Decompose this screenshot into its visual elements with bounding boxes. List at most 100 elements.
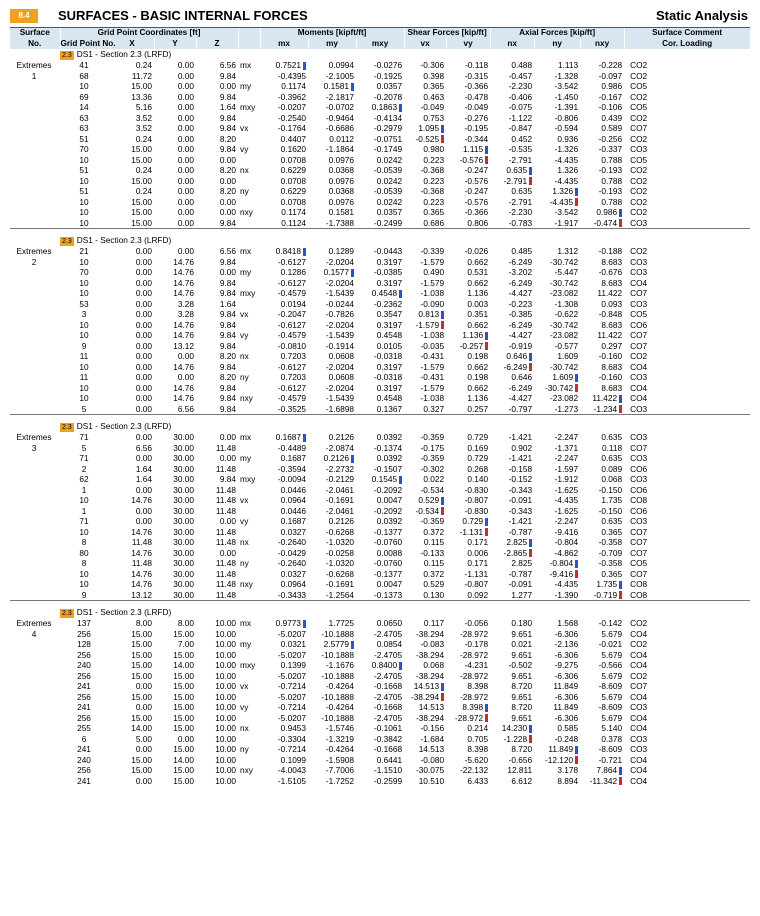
value-cell: 10.00	[215, 628, 237, 639]
value-cell: -4.231	[464, 660, 489, 671]
value-cell: 10.00	[215, 691, 237, 702]
load-combination: CO5	[630, 102, 648, 113]
load-combination: CO6	[630, 484, 648, 495]
load-combination: CO3	[630, 144, 648, 155]
value-cell: 1.136	[467, 288, 489, 299]
value-cell: 15.00	[173, 628, 194, 639]
value-cell: -3.542	[554, 207, 579, 218]
value-cell: -0.337	[598, 144, 623, 155]
extreme-marker-icon	[485, 145, 489, 154]
extreme-marker-icon	[485, 714, 489, 723]
value-cell: 11.48	[131, 558, 152, 569]
extreme-marker-icon	[575, 198, 579, 207]
value-cell: -0.1374	[373, 442, 403, 453]
value-cell: -0.6686	[325, 123, 355, 134]
extreme-symbol	[238, 775, 260, 786]
value-cell: 0.297	[601, 340, 623, 351]
extreme-symbol: nxy	[240, 207, 253, 218]
value-cell: -0.359	[420, 516, 445, 527]
value-cell: -0.576	[446, 154, 490, 165]
value-cell: 0.00	[135, 298, 152, 309]
value-cell: -0.385	[508, 309, 533, 320]
value-cell: 14.00	[173, 754, 194, 765]
value-cell: -0.0258	[325, 547, 355, 558]
value-cell: 9.651	[511, 691, 533, 702]
value-cell: 0.7203	[280, 351, 307, 362]
grid-point-no: 14	[79, 102, 89, 113]
value-cell: -0.406	[508, 91, 533, 102]
extreme-marker-icon	[529, 363, 533, 372]
value-cell: 0.351	[467, 309, 489, 320]
table-row: 128 15.00 7.00 10.00 my 0.0321 2.5779 0.0854 -0.…	[10, 639, 750, 650]
value-cell: 0.223	[423, 196, 445, 207]
extreme-symbol	[238, 733, 260, 744]
value-cell: 0.00	[135, 277, 152, 288]
load-combination: CO5	[630, 154, 648, 165]
value-cell: 9.84	[219, 256, 237, 267]
value-cell: 0.439	[601, 112, 623, 123]
value-cell: -8.609	[598, 744, 623, 755]
value-cell: -0.721	[598, 754, 623, 765]
value-cell: 14.76	[173, 319, 194, 330]
value-cell: 0.6441	[376, 754, 403, 765]
subheader-13: nxy	[580, 38, 625, 49]
value-cell: 9.84	[219, 382, 237, 393]
extreme-symbol	[238, 91, 260, 102]
load-combination: CO4	[630, 628, 648, 639]
value-cell: 14.76	[173, 382, 194, 393]
value-cell: 0.2126	[308, 453, 356, 464]
value-cell: 0.24	[135, 165, 152, 176]
value-cell: -1.038	[420, 330, 445, 341]
extreme-marker-icon	[529, 549, 533, 558]
extreme-symbol: mxy	[240, 288, 256, 299]
value-cell: 11.48	[215, 442, 237, 453]
value-cell: 0.0105	[376, 340, 403, 351]
value-cell: -2.791	[508, 154, 533, 165]
value-cell: -6.306	[554, 691, 579, 702]
value-cell: -0.359	[420, 432, 445, 443]
grid-point-no: 10	[79, 361, 89, 372]
load-combination: CO3	[630, 372, 648, 383]
extreme-marker-icon	[529, 538, 533, 547]
value-cell: -0.097	[598, 70, 623, 81]
extreme-marker-icon	[441, 124, 445, 133]
extreme-marker-icon	[303, 247, 307, 256]
value-cell: -0.576	[464, 175, 489, 186]
value-cell: 0.662	[467, 277, 489, 288]
table-row: Extremes 71 0.00 30.00 0.00 mx 0.1687 0.2126 0.0…	[10, 432, 750, 443]
grid-point-no: 63	[79, 112, 89, 123]
value-cell: -0.193	[598, 186, 623, 197]
value-cell: -10.1888	[321, 628, 355, 639]
load-combination: CO3	[630, 403, 648, 414]
value-cell: 0.00	[177, 186, 194, 197]
extreme-marker-icon	[529, 177, 533, 186]
table-row: 10 14.76 30.00 11.48 vx 0.0964 -0.1691 0.0047 0.…	[10, 495, 750, 506]
value-cell: 11.422	[597, 288, 623, 299]
value-cell: 0.662	[467, 382, 489, 393]
design-situation-badge: 2.3	[60, 608, 74, 618]
value-cell: 0.00	[219, 516, 237, 527]
grid-point-no: 6	[81, 733, 87, 744]
value-cell: -0.709	[598, 547, 623, 558]
value-cell: -0.0385	[373, 267, 403, 278]
load-combination: CO7	[630, 123, 648, 134]
value-cell: 30.00	[173, 516, 194, 527]
value-cell: -0.106	[598, 102, 623, 113]
value-cell: -1.131	[464, 568, 489, 579]
value-cell: -1.5439	[325, 288, 355, 299]
extreme-symbol	[238, 340, 260, 351]
value-cell: -1.308	[554, 298, 579, 309]
load-combination: CO7	[630, 442, 648, 453]
table-row: 69 13.36 0.00 9.84 -0.3962 -2.1817 -0.2078 0.46…	[10, 91, 750, 102]
value-cell: -1.579	[420, 382, 445, 393]
value-cell: 0.6229	[280, 186, 307, 197]
table-row: Extremes 41 0.24 0.00 6.56 mx 0.7521 0.0994 -0.0…	[10, 60, 750, 71]
value-cell: -4.435	[554, 175, 579, 186]
value-cell: -0.049	[464, 102, 489, 113]
extreme-marker-icon	[529, 352, 533, 361]
value-cell: 0.214	[467, 723, 489, 734]
value-cell: 0.813	[404, 309, 446, 320]
value-cell: 0.00	[219, 267, 237, 278]
value-cell: 0.0854	[376, 639, 403, 650]
load-combination: CO7	[630, 547, 648, 558]
